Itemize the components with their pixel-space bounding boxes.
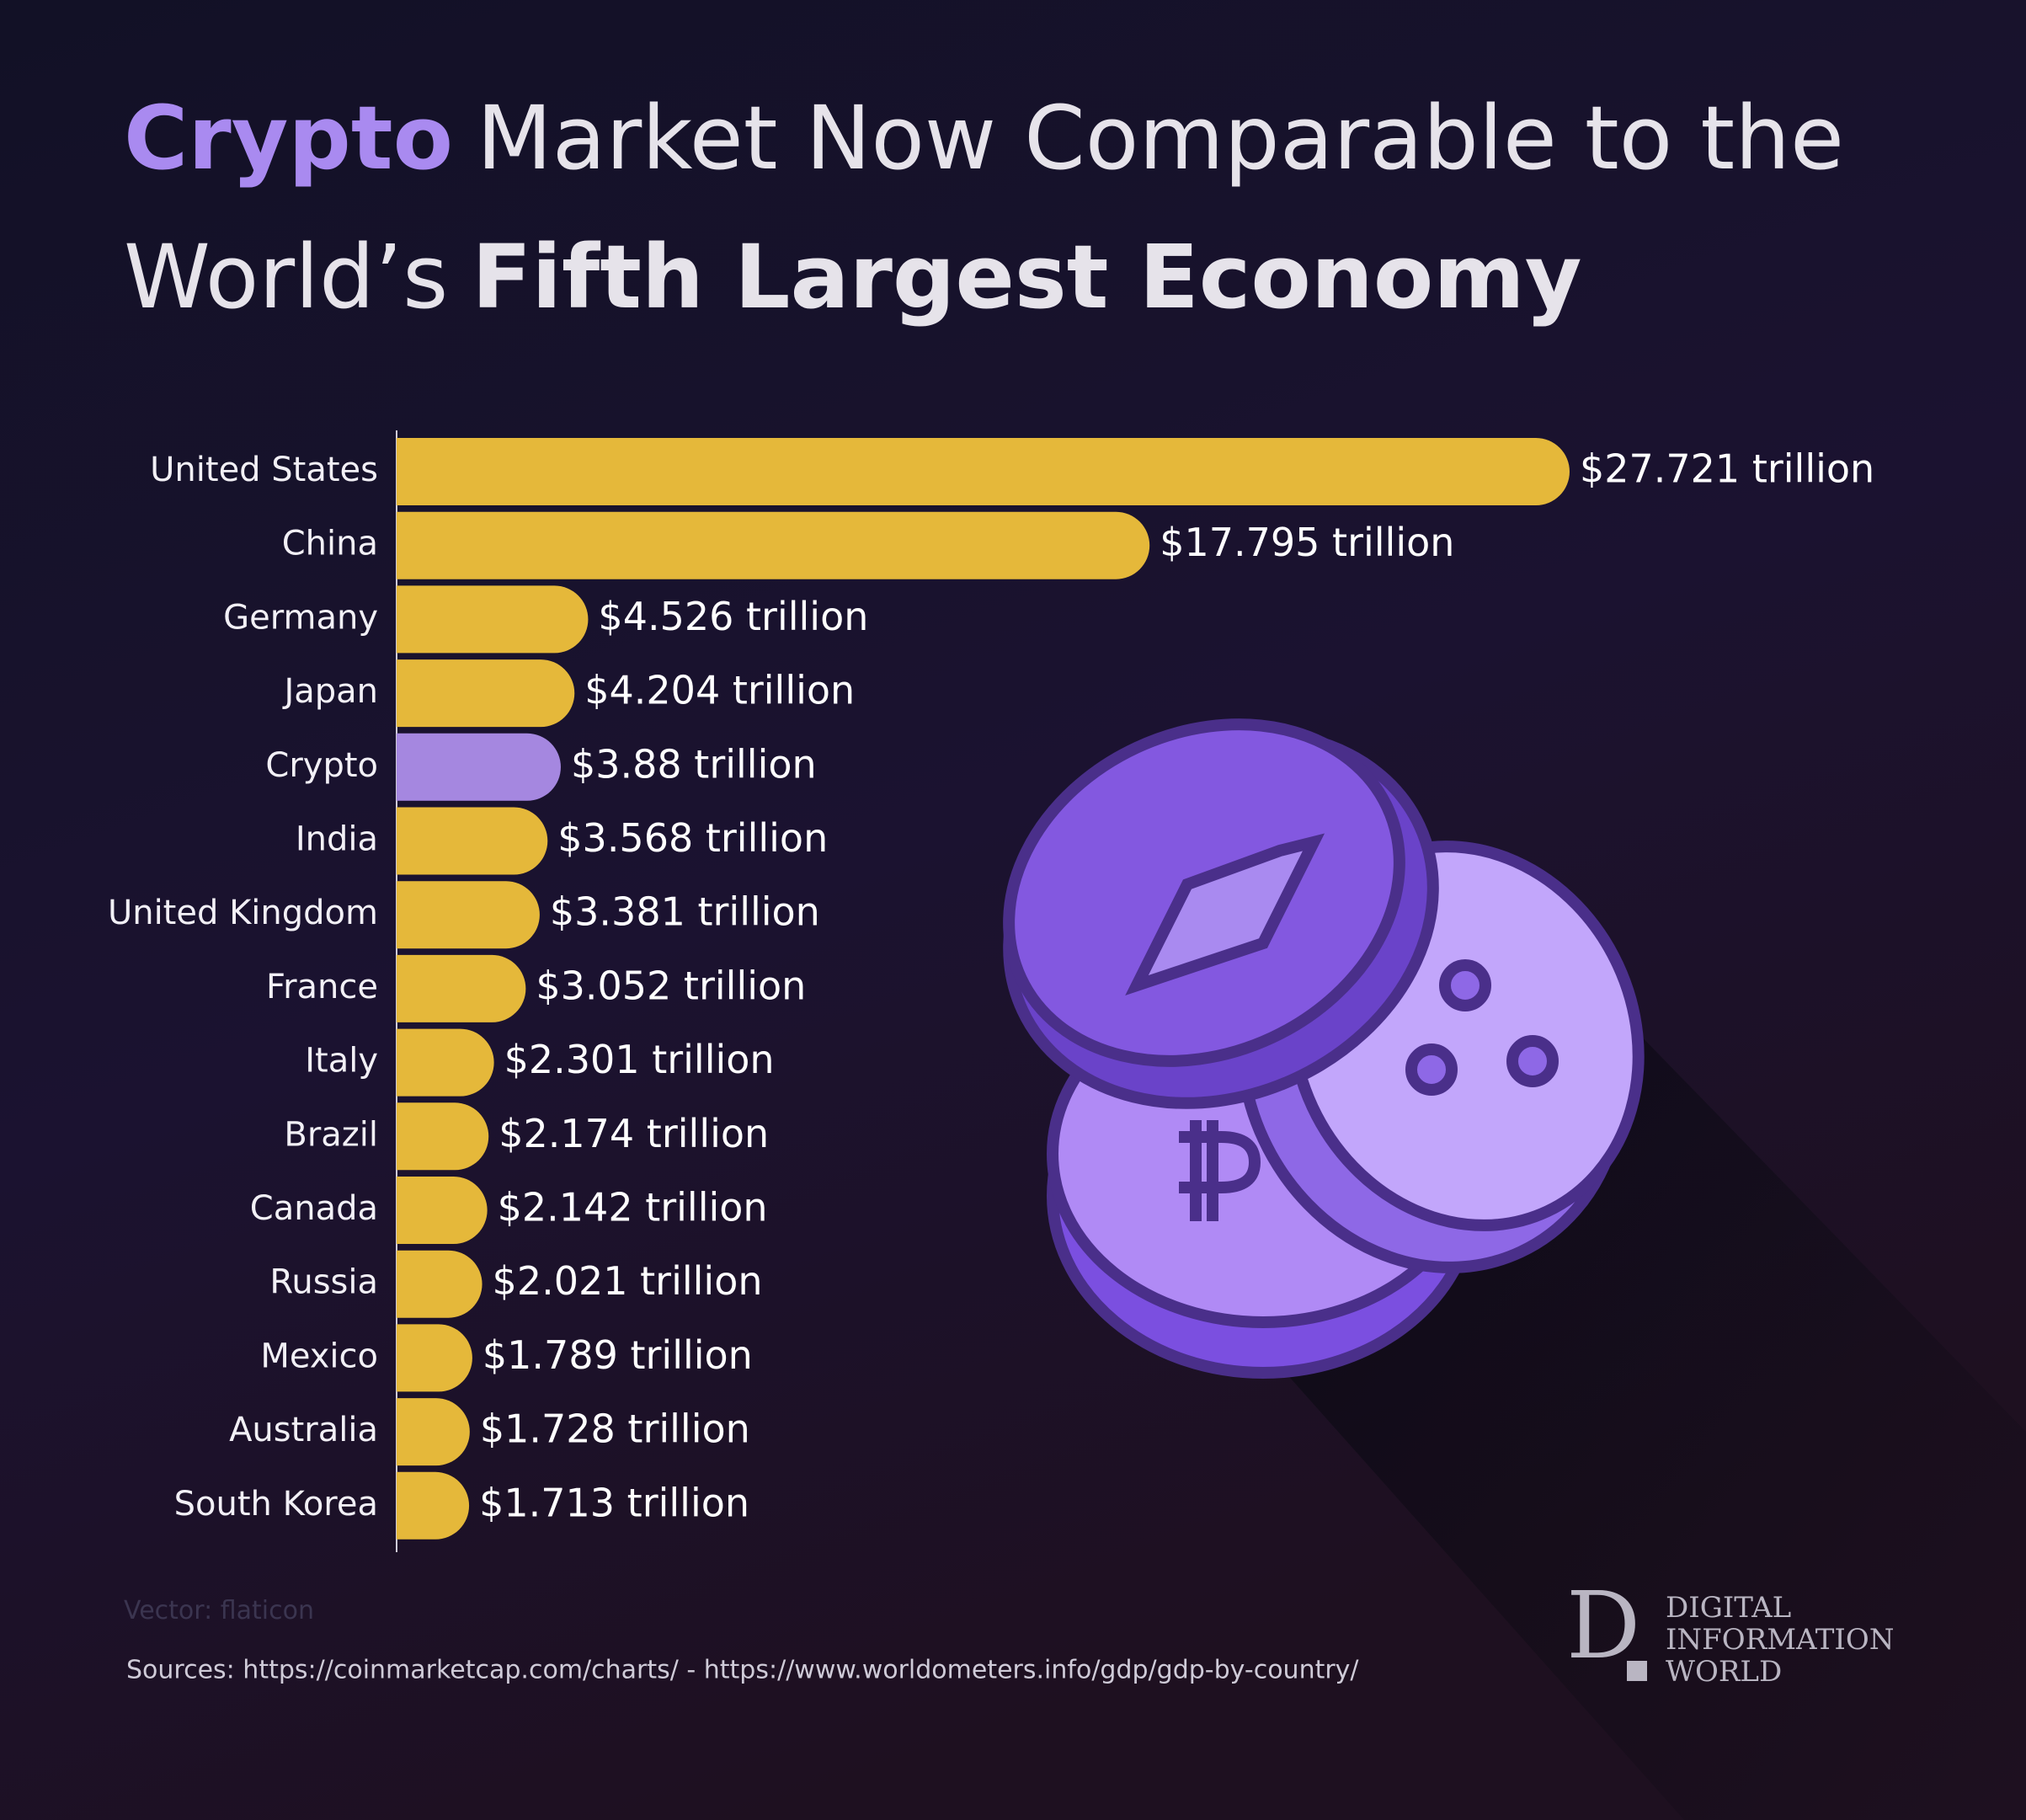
value-label: $1.789 trillion [483,1332,753,1378]
value-label: $3.052 trillion [536,963,806,1008]
title-highlight: Crypto [124,87,453,189]
bar [397,659,575,728]
bar [397,1471,470,1540]
category-label: Mexico [260,1337,378,1375]
bar [397,1102,489,1171]
title-emphasis: Fifth Largest Economy [472,226,1581,328]
bar [397,733,561,801]
bar [397,1324,472,1392]
bar [397,954,526,1022]
category-label: Japan [281,672,378,711]
logo-square [1627,1661,1647,1681]
value-label: $2.021 trillion [493,1258,763,1304]
value-label: $2.142 trillion [498,1185,768,1230]
chart-title: Crypto Market Now Comparable to the World… [124,87,1872,328]
category-label: Russia [269,1263,378,1302]
value-label: $1.728 trillion [480,1406,750,1452]
source: Sources: https://coinmarketcap.com/chart… [126,1656,1359,1685]
coins-illustration [1003,718,1645,1379]
bar [397,438,1570,505]
category-label: China [282,525,378,563]
bar [397,585,589,654]
category-label: Italy [305,1042,378,1081]
value-label: $3.381 trillion [550,889,820,935]
logo-text: WORLD [1666,1655,1782,1689]
category-label: Australia [229,1411,378,1449]
bar [397,1398,470,1466]
category-label: South Korea [174,1485,378,1524]
bar [397,807,548,875]
title-part: World’s [124,226,448,328]
value-label: $4.204 trillion [584,668,855,713]
value-label: $3.568 trillion [557,815,828,861]
category-label: United States [150,451,378,489]
value-label: $3.88 trillion [571,741,817,787]
value-label: $2.174 trillion [499,1111,769,1156]
bar [397,1250,483,1318]
category-label: Germany [223,598,378,637]
logo-text: DIGITAL [1666,1591,1791,1625]
category-label: India [296,820,378,859]
value-label: $1.713 trillion [479,1480,749,1525]
bar [397,1028,494,1097]
bar [397,511,1150,579]
category-label: United Kingdom [108,894,378,932]
category-label: France [266,968,378,1006]
category-label: Brazil [284,1115,378,1154]
title-part: Market Now Comparable to the [477,87,1844,189]
category-label: Canada [250,1189,378,1228]
value-label: $17.795 trillion [1160,520,1454,565]
logo-text: INFORMATION [1666,1623,1895,1657]
value-label: $27.721 trillion [1580,446,1874,492]
category-label: Crypto [265,746,378,785]
bar [397,881,540,949]
bar [397,1177,488,1244]
value-label: $2.301 trillion [504,1037,775,1082]
value-label: $4.526 trillion [598,594,868,639]
logo: D DIGITAL INFORMATION WORLD [1566,1572,1895,1689]
credit: Vector: flaticon [124,1596,314,1625]
